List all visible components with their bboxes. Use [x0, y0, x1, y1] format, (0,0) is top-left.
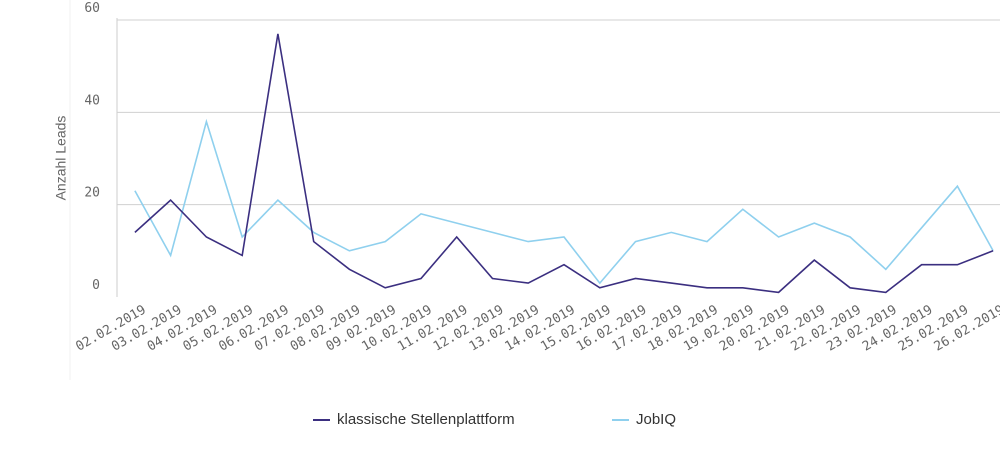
- legend-label: JobIQ: [636, 411, 676, 428]
- y-tick-label: 0: [92, 278, 100, 293]
- y-tick-label: 40: [84, 93, 100, 108]
- y-axis-label: Anzahl Leads: [53, 116, 69, 201]
- y-tick-label: 20: [84, 186, 100, 201]
- y-tick-label: 60: [84, 1, 100, 16]
- series-line: [134, 118, 994, 285]
- series-line: [134, 33, 994, 294]
- legend-label: klassische Stellenplattform: [337, 411, 515, 428]
